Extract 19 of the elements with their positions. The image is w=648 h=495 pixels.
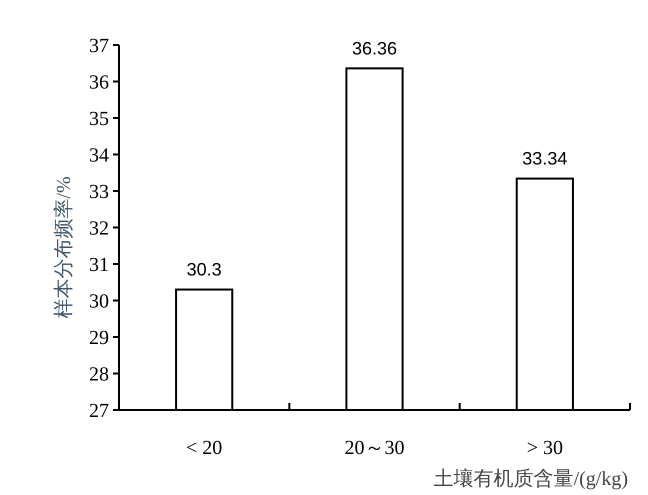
x-tick-label: 20～30 xyxy=(344,437,404,459)
data-label: 30.3 xyxy=(186,260,222,280)
y-tick-label: 29 xyxy=(89,327,109,349)
y-tick-label: 36 xyxy=(89,72,109,94)
y-tick-label: 32 xyxy=(89,218,109,240)
x-axis-title: 土壤有机质含量/(g/kg) xyxy=(434,468,628,490)
y-tick-label: 37 xyxy=(89,35,109,57)
x-tick-label: < 20 xyxy=(186,437,222,459)
y-tick-label: 27 xyxy=(89,400,109,422)
y-tick-label: 30 xyxy=(89,290,109,312)
data-label: 33.34 xyxy=(522,148,568,169)
y-tick-label: 35 xyxy=(89,108,109,130)
y-tick-label: 33 xyxy=(89,181,109,203)
y-tick-label: 28 xyxy=(89,364,109,386)
y-tick-label: 31 xyxy=(89,254,109,276)
x-tick-label: > 30 xyxy=(526,437,563,459)
y-axis-title: 样本分布频率/% xyxy=(53,176,75,319)
data-label: 36.36 xyxy=(352,38,398,58)
y-tick-label: 34 xyxy=(89,144,109,166)
